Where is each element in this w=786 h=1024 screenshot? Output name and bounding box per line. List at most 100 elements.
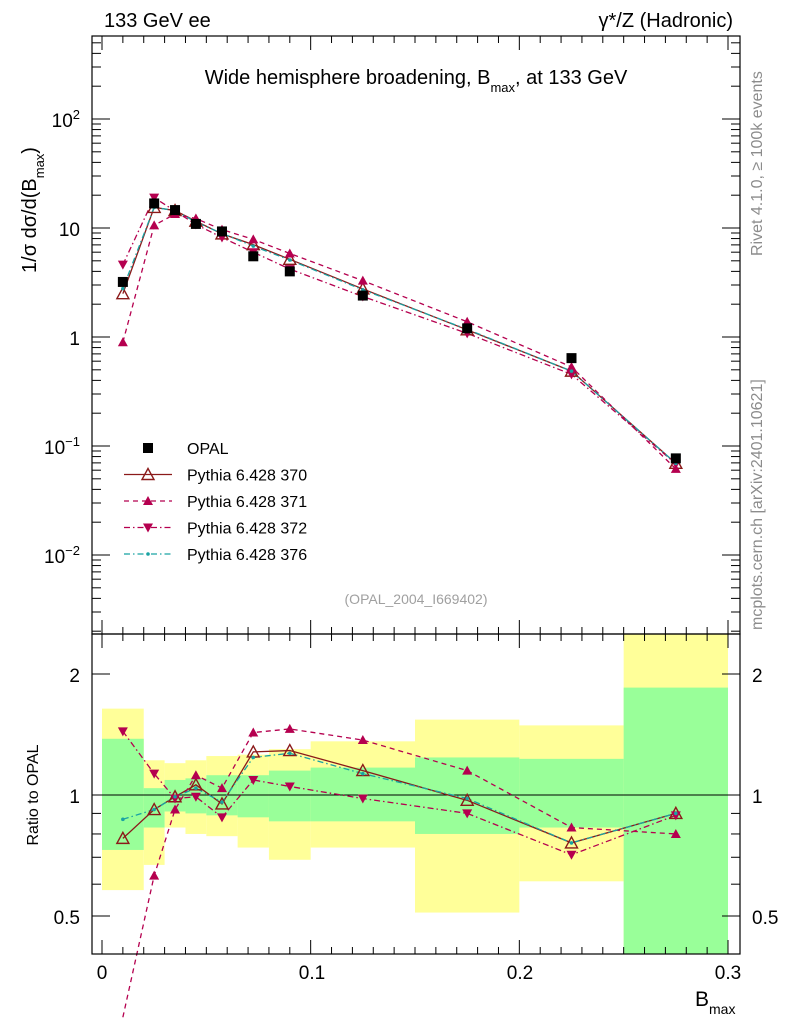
header-left: 133 GeV ee [104, 10, 211, 32]
ratio-point-s3-0 [121, 817, 125, 822]
main-line-series-1 [122, 213, 677, 470]
green-band-bin-6 [268, 770, 311, 822]
ratio-plot-frame [91, 633, 741, 955]
main-line-series-2 [122, 196, 677, 465]
y-axis-title-main: 1/σ dσ/d(Bmax) [19, 147, 47, 273]
axis-ticks [92, 36, 740, 954]
ratio-point-s3-2 [173, 794, 177, 799]
legend: OPAL Pythia 6.428 370 Pythia 6.428 371 Pyth… [124, 441, 307, 564]
main-point-s1-5 [248, 234, 259, 244]
ratio-point-s1-10 [670, 828, 681, 838]
ratio-line-series-2 [122, 730, 677, 856]
main-point-opal-8 [462, 323, 473, 334]
main-line-series-0 [122, 206, 677, 464]
ratio-point-s3-6 [288, 751, 292, 756]
legend-label-2: Pythia 6.428 371 [187, 494, 307, 511]
y-axis-title-sub: max [32, 153, 47, 178]
ratio-point-s3-8 [465, 796, 469, 801]
y-tick-label-0.01: 10−2 [44, 543, 80, 568]
ratio-point-s2-0 [117, 727, 128, 737]
ratio-point-s1-3 [190, 770, 201, 780]
y-tick-label-0.1: 10−1 [44, 434, 80, 459]
main-point-s3-9 [569, 369, 574, 373]
main-point-s2-9 [566, 370, 577, 380]
legend-marker-1 [140, 467, 156, 481]
ratio-point-s2-2 [170, 794, 181, 804]
ratio-point-s0-0 [115, 830, 131, 845]
ratio-point-s3-5 [251, 755, 256, 760]
legend-entry-0: OPAL [143, 441, 229, 458]
x-tick-label-0.2: 0.2 [507, 963, 533, 984]
main-point-s1-1 [149, 220, 160, 230]
green-band-bin-7 [310, 767, 415, 822]
y-tick-label-10: 10 [59, 220, 80, 241]
legend-entry-1: Pythia 6.428 370 [124, 467, 307, 485]
y-tick-label-100: 102 [52, 107, 80, 132]
ratio-uncertainty-bands [92, 634, 740, 954]
ratio-point-s0-6 [282, 743, 297, 757]
y-tick-0.1-base: 10 [44, 438, 65, 459]
ratio-point-s0-4 [214, 796, 230, 810]
main-point-s1-7 [357, 275, 368, 285]
ratio-tick-label-right-1: 1 [752, 787, 763, 808]
ratio-point-s2-10 [670, 811, 681, 821]
ratio-line-series-0 [122, 749, 677, 844]
main-point-opal-4 [216, 226, 227, 237]
ratio-tick-label-left-2: 2 [69, 666, 80, 687]
main-point-opal-6 [284, 266, 295, 277]
main-series-lines [122, 196, 677, 470]
ratio-point-s2-7 [357, 794, 368, 804]
x-tick-label-0: 0 [97, 963, 108, 984]
main-point-opal-10 [670, 453, 681, 464]
ratio-point-s3-10 [674, 811, 678, 816]
main-point-s0-6 [282, 251, 297, 266]
plot-title-main: Wide hemisphere broadening, B [205, 67, 491, 89]
legend-label-1: Pythia 6.428 370 [187, 468, 307, 485]
y-tick-100-exp: 2 [73, 107, 80, 122]
main-series-markers [115, 193, 684, 473]
x-axis-title: Bmax [695, 988, 735, 1017]
green-band-bin-10 [623, 687, 728, 954]
ratio-point-s1-2 [170, 804, 181, 814]
ratio-point-s2-9 [566, 850, 577, 860]
main-point-opal-7 [357, 290, 368, 301]
ratio-tick-label-left-0.5: 0.5 [54, 908, 80, 929]
main-point-opal-0 [117, 276, 128, 287]
ratio-point-s2-8 [462, 809, 473, 819]
main-point-opal-3 [190, 218, 201, 229]
ratio-point-s1-9 [566, 822, 577, 832]
ratio-tick-label-right-0.5: 0.5 [752, 908, 778, 929]
ratio-point-s3-9 [569, 841, 574, 845]
legend-marker-4 [146, 552, 150, 556]
plot-title-sub: max [490, 80, 515, 95]
ratio-point-s0-9 [564, 835, 579, 849]
ratio-point-s3-3 [194, 786, 198, 790]
ratio-point-s1-5 [248, 727, 259, 737]
legend-entry-4: Pythia 6.428 376 [124, 547, 307, 564]
main-plot-frame [91, 35, 741, 635]
main-point-s2-1 [149, 193, 160, 203]
main-point-opal-2 [170, 205, 181, 216]
y-tick-100-base: 10 [52, 111, 73, 132]
main-point-s1-6 [284, 248, 295, 258]
ratio-point-s2-6 [284, 782, 295, 792]
analysis-id: (OPAL_2004_I669402) [345, 591, 488, 607]
legend-entry-2: Pythia 6.428 371 [124, 494, 307, 511]
legend-label-3: Pythia 6.428 372 [187, 521, 307, 538]
legend-entry-3: Pythia 6.428 372 [124, 521, 307, 538]
mcplots-text: mcplots.cern.ch [arXiv:2401.10621] [749, 379, 766, 630]
ratio-series-markers [115, 723, 684, 880]
main-point-s3-6 [288, 258, 292, 262]
y-tick-0.01-base: 10 [44, 547, 65, 568]
ratio-point-s3-7 [361, 771, 365, 776]
x-axis-title-main: B [695, 988, 709, 1011]
y-tick-0.01-exp: −2 [65, 543, 80, 558]
main-point-s0-0 [115, 286, 131, 300]
main-point-s1-0 [117, 337, 128, 347]
y-tick-label-1: 1 [69, 329, 80, 350]
ratio-point-s3-1 [152, 807, 156, 812]
ratio-point-s1-8 [462, 765, 473, 775]
ratio-point-s0-7 [355, 763, 371, 777]
y-axis-title-post: ) [19, 147, 41, 154]
